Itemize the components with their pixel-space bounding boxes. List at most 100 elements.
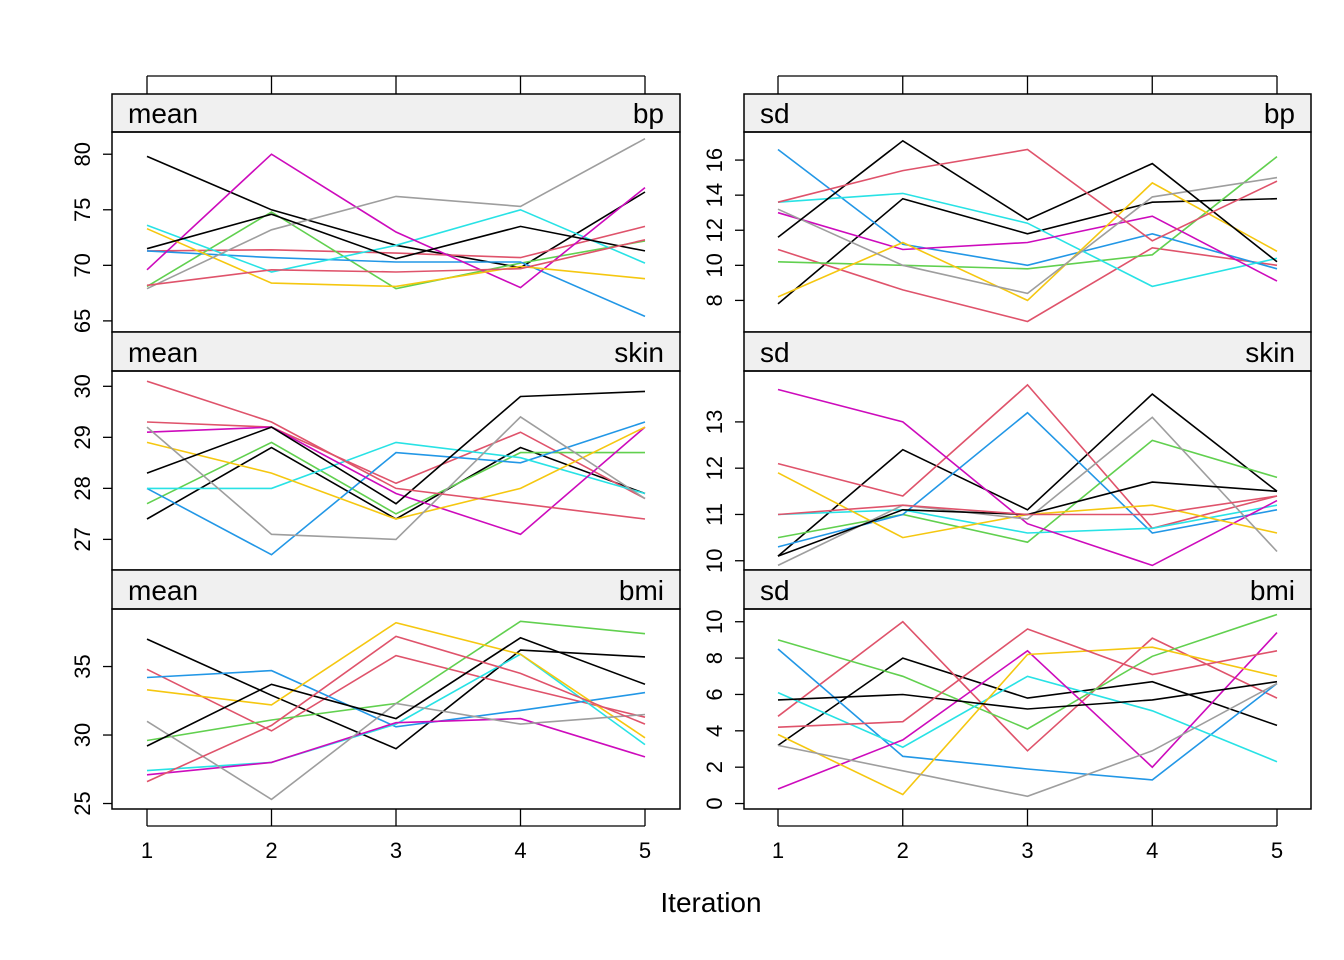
series-line-mean-skin-8 (146, 415, 646, 541)
x-axis-title: Iteration (660, 887, 761, 918)
series-line-mean-skin-4 (146, 421, 646, 556)
panel-sd-bmi: sd bmi 0 2 4 6 8 10 (702, 569, 1312, 810)
strip-label-variable: skin (614, 337, 664, 368)
series-line-sd-bmi-10 (777, 628, 1278, 728)
series-line-mean-skin-2 (146, 421, 646, 500)
strip-mean-skin (111, 331, 681, 372)
strip-mean-bp (111, 93, 681, 133)
y-tick-label: 29 (70, 425, 95, 449)
strip-label-statistic: mean (128, 98, 198, 129)
panel-mean-bp: mean bp 65 70 75 80 (70, 93, 681, 333)
panel-mean-skin: mean skin 27 28 29 30 (70, 331, 681, 571)
series-line-mean-skin-6 (146, 426, 646, 536)
y-tick-label: 75 (70, 198, 95, 222)
x-tick-label: 2 (897, 838, 909, 863)
series-line-sd-skin-2 (777, 383, 1278, 530)
y-tick-label: 11 (702, 503, 727, 526)
strip-label-variable: bp (1264, 98, 1295, 129)
series-line-sd-skin-10 (777, 495, 1278, 516)
series-line-sd-bmi-7 (777, 646, 1278, 796)
y-tick-label: 8 (702, 652, 727, 664)
y-tick-label: 28 (70, 476, 95, 500)
series-line-sd-bp-5 (777, 192, 1278, 288)
series-line-mean-bmi-1 (146, 638, 646, 750)
strip-label-statistic: mean (128, 337, 198, 368)
series-line-sd-bmi-3 (777, 613, 1278, 730)
series-line-sd-skin-6 (777, 388, 1278, 567)
series-line-sd-skin-5 (777, 504, 1278, 534)
y-tick-label: 2 (702, 761, 727, 773)
series-line-sd-skin-1 (777, 393, 1278, 557)
series-line-sd-bp-3 (777, 155, 1278, 270)
y-tick-label: 0 (702, 797, 727, 809)
series-line-sd-bp-1 (777, 197, 1278, 305)
series-line-mean-skin-7 (146, 426, 646, 520)
series-line-mean-bp-7 (146, 227, 646, 288)
series-line-sd-bmi-9 (777, 680, 1278, 710)
series-line-sd-bp-7 (777, 181, 1278, 302)
panel-sd-skin: sd skin 10 11 12 13 (702, 331, 1312, 573)
y-tick-label: 14 (702, 183, 727, 207)
x-tick-label: 5 (1271, 838, 1283, 863)
strip-label-statistic: sd (760, 98, 790, 129)
panel-sd-bp: sd bp 8 10 12 14 16 (702, 93, 1312, 333)
x-tick-label: 4 (1146, 838, 1158, 863)
x-tick-label: 3 (1021, 838, 1033, 863)
y-tick-label: 16 (702, 148, 727, 172)
series-line-sd-bp-2 (777, 246, 1278, 323)
series-line-mean-bp-5 (146, 208, 646, 273)
series-line-mean-bmi-8 (146, 702, 646, 801)
strip-sd-bp (743, 93, 1312, 133)
strip-label-statistic: mean (128, 575, 198, 606)
x-tick-label: 1 (141, 838, 153, 863)
y-tick-label: 4 (702, 725, 727, 737)
y-tick-label: 6 (702, 688, 727, 700)
panel-mean-bmi: mean bmi 25 30 35 (70, 569, 681, 816)
x-tick-label: 3 (390, 838, 402, 863)
series-line-sd-bp-10 (777, 148, 1278, 242)
series-line-sd-bp-6 (777, 211, 1278, 282)
series-line-sd-bp-8 (777, 176, 1278, 295)
x-tick-label: 2 (265, 838, 277, 863)
y-tick-label: 70 (70, 253, 95, 277)
y-tick-label: 12 (702, 456, 727, 480)
series-line-mean-skin-10 (146, 380, 646, 520)
series-line-mean-skin-9 (146, 390, 646, 505)
series-line-mean-bp-8 (146, 137, 646, 290)
series-line-mean-bp-3 (146, 211, 646, 290)
series-line-mean-skin-5 (147, 441, 646, 495)
strip-label-variable: bmi (619, 575, 664, 606)
x-tick-label: 5 (639, 838, 651, 863)
series-line-mean-bmi-7 (146, 621, 646, 739)
series-line-sd-bmi-4 (777, 648, 1278, 781)
strip-label-variable: bmi (1250, 575, 1295, 606)
series-line-mean-bp-10 (146, 239, 646, 287)
series-line-mean-bmi-9 (146, 636, 646, 747)
y-tick-label: 25 (70, 791, 95, 815)
series-line-mean-bp-4 (146, 250, 646, 318)
y-tick-label: 10 (702, 549, 727, 573)
y-tick-label: 30 (70, 723, 95, 747)
x-tick-label: 1 (772, 838, 784, 863)
y-tick-label: 80 (70, 142, 95, 166)
strip-label-variable: skin (1245, 337, 1295, 368)
x-tick-label: 4 (514, 838, 526, 863)
strip-sd-bmi (743, 569, 1312, 610)
y-tick-label: 35 (70, 654, 95, 678)
y-tick-label: 27 (70, 527, 95, 551)
series-line-mean-bmi-6 (146, 717, 646, 776)
series-line-mean-bmi-2 (146, 654, 646, 732)
series-line-sd-bmi-6 (777, 632, 1278, 790)
series-line-sd-bp-9 (777, 139, 1278, 263)
strip-sd-skin (743, 331, 1312, 372)
y-tick-label: 65 (70, 309, 95, 333)
series-line-mean-bp-6 (146, 153, 646, 289)
y-tick-label: 30 (70, 374, 95, 398)
y-tick-label: 10 (702, 609, 727, 633)
series-line-sd-bmi-5 (777, 675, 1278, 763)
series-line-sd-bmi-8 (777, 682, 1278, 798)
series-line-sd-bmi-2 (777, 620, 1278, 752)
series-line-mean-bmi-10 (146, 635, 646, 783)
series-line-sd-skin-3 (777, 439, 1278, 544)
